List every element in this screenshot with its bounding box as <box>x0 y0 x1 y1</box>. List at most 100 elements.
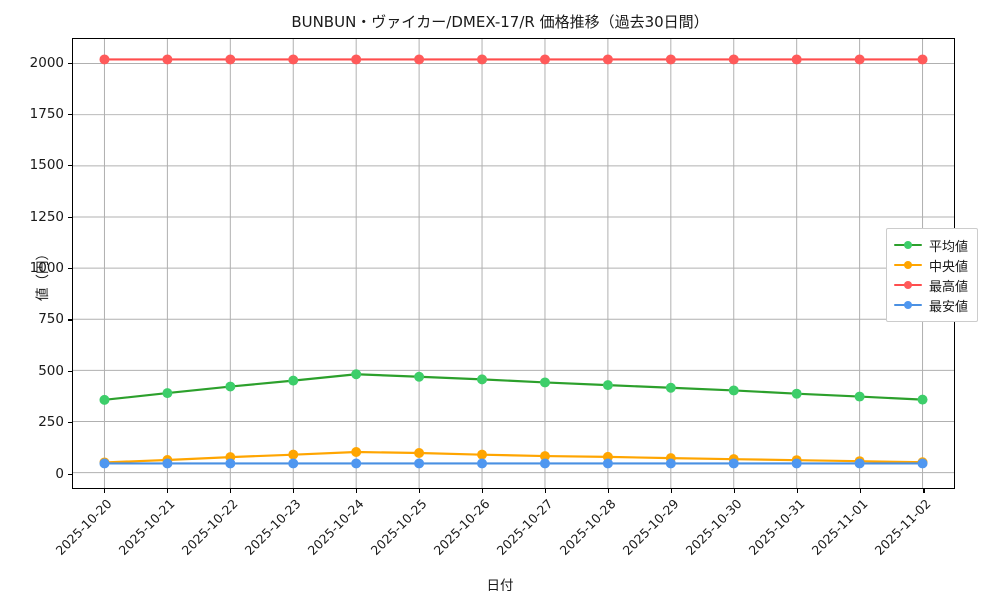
data-point <box>225 458 236 469</box>
x-tick-mark <box>481 489 484 493</box>
legend-swatch-icon <box>894 278 922 292</box>
data-point <box>917 394 928 405</box>
legend-label: 最安値 <box>929 299 969 315</box>
y-tick-mark <box>68 114 72 116</box>
data-point <box>225 54 236 65</box>
data-point <box>539 458 550 469</box>
y-tick-label: 1500 <box>29 157 64 174</box>
legend-label: 最高値 <box>929 279 969 295</box>
data-point <box>414 54 425 65</box>
legend-label: 中央値 <box>929 259 969 275</box>
x-tick-mark <box>734 489 736 493</box>
data-point <box>99 458 110 469</box>
x-tick-mark <box>292 489 294 493</box>
y-tick-mark <box>68 370 72 372</box>
data-point <box>917 458 928 469</box>
data-point <box>162 54 173 65</box>
gridlines <box>73 39 954 488</box>
x-axis-label: 日付 <box>486 578 514 594</box>
y-tick-label: 0 <box>55 465 64 482</box>
data-point <box>539 54 550 65</box>
data-point <box>791 388 802 399</box>
data-point <box>351 54 362 65</box>
data-point <box>917 54 928 65</box>
x-tick-mark <box>166 489 168 493</box>
legend-label: 平均値 <box>929 239 969 255</box>
y-tick-label: 1750 <box>29 106 64 123</box>
y-tick-label: 1000 <box>29 260 64 277</box>
x-tick-mark <box>103 489 105 493</box>
data-point <box>414 448 425 458</box>
data-point <box>351 447 362 457</box>
data-point <box>477 458 488 469</box>
data-point <box>414 458 425 469</box>
data-point <box>225 381 236 392</box>
legend-swatch-icon <box>894 298 922 312</box>
data-point <box>351 458 362 469</box>
data-series-layer <box>99 54 928 469</box>
series-line-0 <box>103 373 924 401</box>
legend-item-1[interactable]: 中央値 <box>894 255 968 275</box>
x-tick-mark <box>229 489 231 493</box>
y-tick-label: 2000 <box>29 54 64 71</box>
y-tick-mark <box>68 62 72 64</box>
y-tick-label: 750 <box>38 311 64 328</box>
data-point <box>162 458 173 469</box>
data-point <box>602 458 613 469</box>
y-tick-mark <box>68 473 72 475</box>
x-tick-mark <box>860 489 862 493</box>
x-tick-mark <box>923 489 925 493</box>
data-point <box>728 458 739 469</box>
legend-swatch-icon <box>894 258 922 272</box>
y-tick-label: 1250 <box>29 208 64 225</box>
x-tick-mark <box>418 489 420 493</box>
y-tick-label: 250 <box>38 414 64 431</box>
y-tick-label: 500 <box>38 362 64 379</box>
x-tick-mark <box>355 489 357 493</box>
chart-title: BUNBUN・ヴァイカー/DMEX-17/R 価格推移（過去30日間） <box>291 13 709 31</box>
data-point <box>602 380 613 391</box>
data-point <box>288 54 299 65</box>
data-point <box>728 54 739 65</box>
chart-legend: 平均値中央値最高値最安値 <box>886 228 979 322</box>
legend-swatch-icon <box>894 238 922 252</box>
y-tick-mark <box>68 268 72 270</box>
data-point <box>351 369 362 380</box>
y-tick-mark <box>68 216 72 218</box>
data-point <box>665 382 676 393</box>
data-point <box>99 394 110 405</box>
data-point <box>288 458 299 469</box>
data-point <box>665 54 676 65</box>
data-point <box>288 375 299 386</box>
data-point <box>539 377 550 388</box>
data-point <box>99 54 110 65</box>
data-point <box>477 54 488 65</box>
data-point <box>602 54 613 65</box>
legend-item-2[interactable]: 最高値 <box>894 275 968 295</box>
data-point <box>665 458 676 469</box>
data-point <box>288 449 299 460</box>
x-tick-mark <box>545 489 547 493</box>
x-tick-mark <box>671 489 673 493</box>
data-point <box>854 458 865 469</box>
data-point <box>728 385 739 396</box>
x-tick-mark <box>608 489 610 493</box>
data-point <box>791 458 802 469</box>
data-point <box>539 451 550 462</box>
y-tick-mark <box>68 165 72 167</box>
legend-item-3[interactable]: 最安値 <box>894 295 968 315</box>
data-point <box>854 391 865 402</box>
legend-item-0[interactable]: 平均値 <box>894 235 968 255</box>
data-point <box>477 449 488 460</box>
data-point <box>854 54 865 65</box>
y-tick-mark <box>68 319 72 321</box>
data-point <box>414 371 425 382</box>
plot-area <box>72 38 955 489</box>
data-point <box>477 374 488 385</box>
y-tick-mark <box>68 422 72 424</box>
series-line-1 <box>103 450 924 464</box>
x-tick-mark <box>797 489 799 493</box>
data-point <box>791 54 802 65</box>
